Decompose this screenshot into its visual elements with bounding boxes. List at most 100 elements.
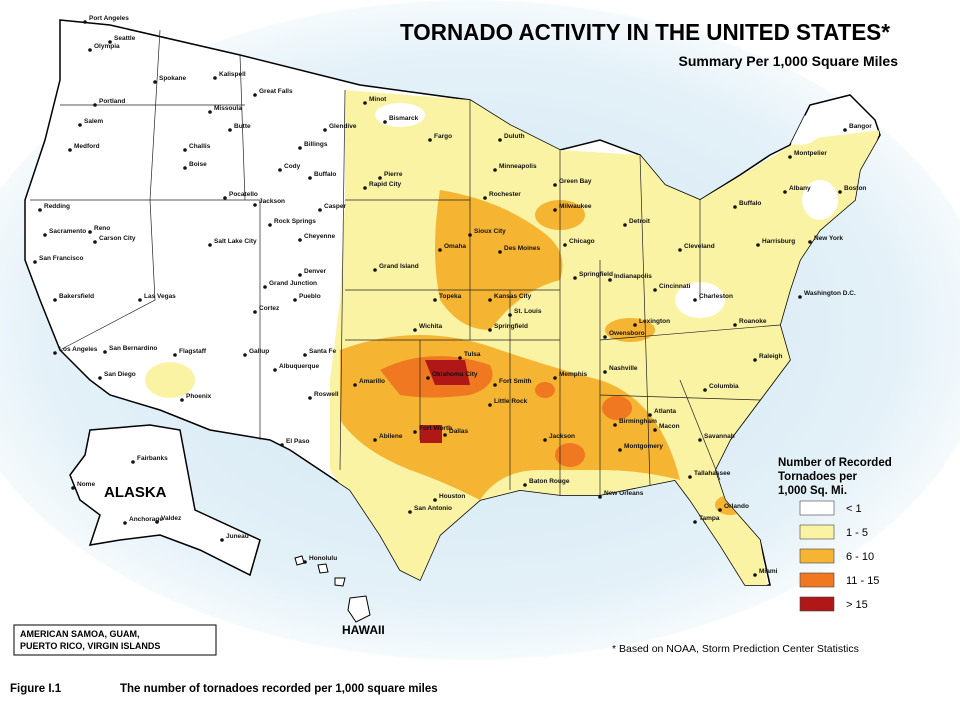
city-label: Orlando [724, 503, 749, 510]
city-label: Baton Rouge [529, 478, 570, 485]
city-label: Pueblo [299, 293, 321, 300]
city-label: Pocatello [229, 191, 258, 198]
city-dot [573, 276, 577, 280]
city-label: Great Falls [259, 88, 293, 95]
city-label: Juneau [226, 533, 249, 540]
city-dot [598, 495, 602, 499]
city-label: Challis [189, 143, 211, 150]
city-dot [93, 240, 97, 244]
city-label: Missoula [214, 105, 242, 112]
city-dot [308, 396, 312, 400]
city-dot [843, 128, 847, 132]
city-dot [623, 223, 627, 227]
city-dot [408, 510, 412, 514]
city-label: Montpelier [794, 150, 827, 157]
city-dot [613, 423, 617, 427]
city-label: Carson City [99, 235, 136, 242]
city-label: Owensboro [609, 330, 645, 337]
legend-label: < 1 [846, 503, 862, 515]
city-dot [498, 250, 502, 254]
city-dot [298, 146, 302, 150]
city-dot [318, 208, 322, 212]
city-label: Raleigh [759, 353, 783, 360]
city-dot [138, 298, 142, 302]
city-dot [733, 205, 737, 209]
city-label: Casper [324, 203, 347, 210]
city-label: Lexington [639, 318, 670, 325]
city-label: Santa Fe [309, 348, 336, 355]
city-dot [253, 310, 257, 314]
city-label: Olympia [94, 43, 120, 50]
city-label: Albuquerque [279, 363, 319, 370]
city-label: Minot [369, 96, 387, 103]
city-dot [33, 260, 37, 264]
city-label: Springfield [494, 323, 528, 330]
city-label: Fargo [434, 133, 452, 140]
city-dot [108, 40, 112, 44]
city-label: Nome [77, 481, 95, 488]
city-dot [458, 356, 462, 360]
city-label: Albany [789, 185, 811, 192]
legend-label: 6 - 10 [846, 551, 874, 563]
city-label: New York [814, 235, 843, 242]
city-dot [308, 176, 312, 180]
city-dot [428, 138, 432, 142]
city-dot [433, 298, 437, 302]
city-label: Pierre [384, 171, 403, 178]
city-label: Atlanta [654, 408, 676, 415]
legend-label: 1 - 5 [846, 527, 868, 539]
city-label: Tampa [699, 515, 720, 522]
city-dot [426, 376, 430, 380]
city-label: Amarillo [359, 378, 385, 385]
city-dot [303, 560, 307, 564]
city-label: Jackson [549, 433, 575, 440]
legend-title: Tornadoes per [778, 471, 858, 483]
city-dot [468, 233, 472, 237]
inset-text: PUERTO RICO, VIRGIN ISLANDS [20, 641, 160, 651]
city-dot [438, 248, 442, 252]
state-lines [30, 29, 781, 495]
city-label: Sacramento [49, 228, 86, 235]
legend-swatch [799, 548, 835, 564]
figure-number: Figure I.1 [10, 683, 62, 695]
city-dot [253, 93, 257, 97]
city-label: Medford [74, 143, 100, 150]
city-dot [553, 183, 557, 187]
city-label: Minneapolis [499, 163, 537, 170]
city-dot [228, 128, 232, 132]
city-dot [753, 358, 757, 362]
city-label: Flagstaff [179, 348, 207, 355]
city-label: Salem [84, 118, 103, 125]
city-label: St. Louis [514, 308, 542, 315]
city-label: Duluth [504, 133, 525, 140]
city-label: Spokane [159, 75, 186, 82]
city-dot [633, 323, 637, 327]
city-label: Bangor [849, 123, 872, 130]
city-dot [363, 186, 367, 190]
city-label: Miami [759, 568, 778, 575]
city-label: Reno [94, 225, 110, 232]
city-label: Oklahoma City [432, 371, 478, 378]
city-dot [53, 298, 57, 302]
city-label: Roanoke [739, 318, 767, 325]
city-label: Grand Junction [269, 280, 317, 287]
city-label: San Diego [104, 371, 136, 378]
city-dot [693, 298, 697, 302]
city-label: Rock Springs [274, 218, 316, 225]
city-dot [263, 285, 267, 289]
city-dot [43, 233, 47, 237]
city-dot [608, 278, 612, 282]
city-label: Milwaukee [559, 203, 592, 210]
city-dot [488, 403, 492, 407]
city-label: Billings [304, 141, 328, 148]
city-dot [413, 328, 417, 332]
city-label: Fort Worth [419, 425, 452, 432]
city-dot [103, 350, 107, 354]
city-label: Savannah [704, 433, 735, 440]
city-dot [483, 196, 487, 200]
city-label: Tallahassee [694, 470, 731, 477]
city-dot [413, 430, 417, 434]
city-label: Des Moines [504, 245, 541, 252]
city-label: Los Angeles [59, 346, 98, 353]
city-label: Chicago [569, 238, 595, 245]
